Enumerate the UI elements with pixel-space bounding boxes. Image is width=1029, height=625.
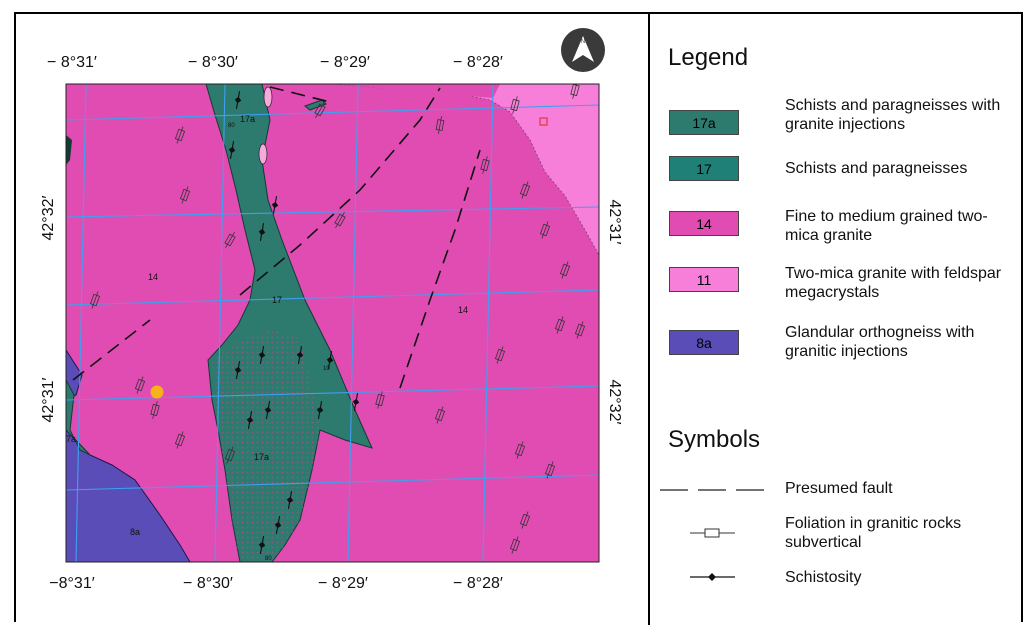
legend-swatch-17: 17 xyxy=(669,156,739,181)
unit-label: 14 xyxy=(148,272,158,282)
legend-label-14: Fine to medium grained two-mica granite xyxy=(785,208,988,244)
foliation-symbol-icon xyxy=(690,528,735,538)
unit-label: 14 xyxy=(458,305,468,315)
legend-swatch-17a: 17a xyxy=(669,110,739,135)
unit-label: 17 xyxy=(272,295,282,305)
unit-label: 7a xyxy=(66,434,76,444)
lon-label-top: − 8°31′ xyxy=(47,54,97,71)
symbol-label-foliation: Foliation in granitic rocks subvertical xyxy=(785,515,962,551)
lat-label-left: 42°32′ xyxy=(40,196,57,241)
unit-label: 80 xyxy=(265,556,272,562)
foliation-symbols xyxy=(89,84,586,554)
unit-labels: 17a 14 17 14 17a 10 8a 7a 80 80 xyxy=(66,114,468,562)
legend-label-17a: Schists and paragneisses with granite in… xyxy=(785,97,1001,133)
unit-17a-injected-area xyxy=(212,330,320,562)
lat-label-left: 42°31′ xyxy=(40,378,57,423)
lon-label-top: − 8°28′ xyxy=(453,54,503,71)
symbol-label-fault: Presumed fault xyxy=(785,480,893,497)
lat-label-right: 42°32′ xyxy=(606,380,623,425)
schistosity-symbol-icon xyxy=(690,573,735,581)
geologic-map[interactable]: 17a 14 17 14 17a 10 8a 7a 80 80 − 8°31′ … xyxy=(0,0,650,625)
symbol-label-schistosity: Schistosity xyxy=(785,569,862,586)
unit-8a-orthogneiss xyxy=(66,429,191,562)
unit-label: 17a xyxy=(254,452,269,462)
dark-lens-left xyxy=(66,135,72,165)
presumed-faults xyxy=(72,86,481,389)
panel-divider xyxy=(648,12,650,625)
legend-swatch-14: 14 xyxy=(669,211,739,236)
lat-label-right: 42°31′ xyxy=(606,200,623,245)
svg-text:N: N xyxy=(581,39,585,45)
map-frame xyxy=(14,12,1023,622)
granite-lens xyxy=(263,86,273,108)
lon-label-bottom: − 8°30′ xyxy=(183,575,233,592)
lon-label-top: − 8°30′ xyxy=(188,54,238,71)
sample-location-point[interactable] xyxy=(150,385,164,399)
lon-label-bottom: −8°31′ xyxy=(49,575,94,592)
legend-label-8a: Glandular orthogneiss with granitic inje… xyxy=(785,324,975,360)
unit-label: 8a xyxy=(130,527,140,537)
symbol-icons xyxy=(660,489,765,581)
lon-label-top: − 8°29′ xyxy=(320,54,370,71)
unit-label: 17a xyxy=(240,114,255,124)
map-border xyxy=(65,83,600,563)
schistosity-symbols xyxy=(228,91,360,554)
symbols-title: Symbols xyxy=(668,426,761,453)
legend-swatch-11: 11 xyxy=(669,267,739,292)
granite-lens xyxy=(258,143,268,165)
graticule xyxy=(66,84,599,562)
schist-lens xyxy=(303,99,327,111)
outcrop-marker xyxy=(539,117,548,126)
unit-14-lobe xyxy=(335,84,500,98)
unit-11-granite-megacrystal xyxy=(334,84,599,256)
north-arrow-icon: N xyxy=(561,28,605,72)
lon-label-bottom: − 8°29′ xyxy=(318,575,368,592)
lon-label-bottom: − 8°28′ xyxy=(453,575,503,592)
legend-swatch-8a: 8a xyxy=(669,330,739,355)
legend-title: Legend xyxy=(668,44,749,71)
unit-17-sliver xyxy=(66,379,91,456)
legend-label-11: Two-mica granite with feldspar megacryst… xyxy=(785,265,1002,301)
unit-label: 80 xyxy=(228,123,235,129)
legend-label-17: Schists and paragneisses xyxy=(785,160,968,177)
unit-label: 10 xyxy=(323,366,330,372)
